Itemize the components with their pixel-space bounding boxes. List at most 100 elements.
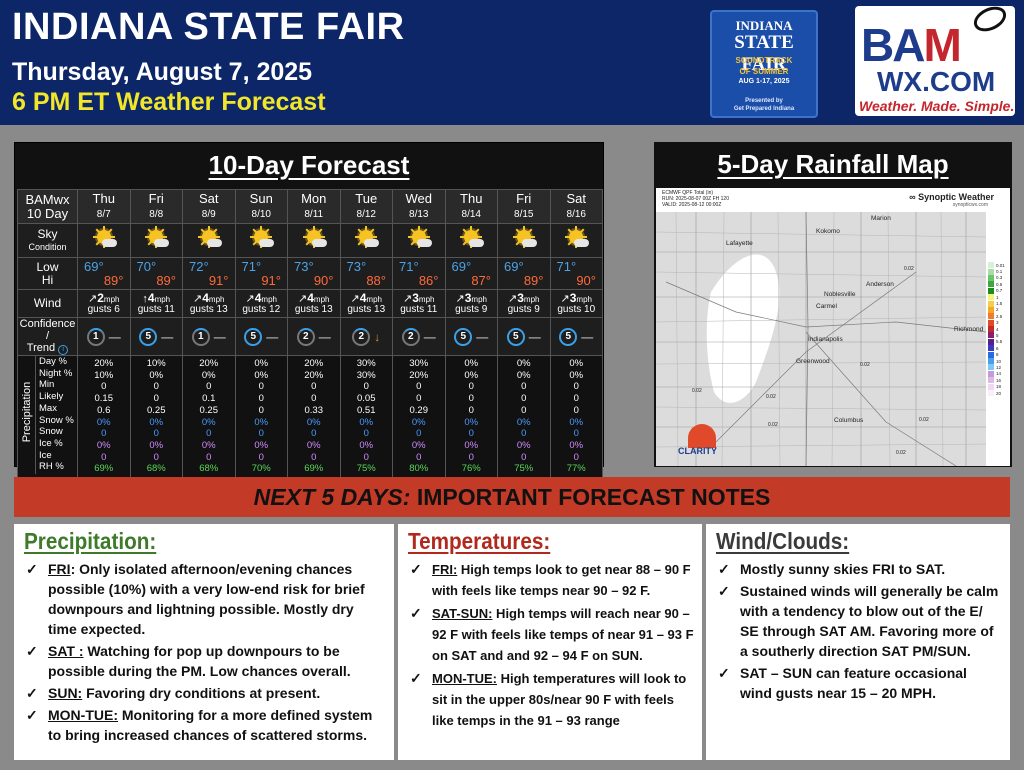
low-temp: 71° (399, 258, 419, 274)
legend-swatch (988, 351, 994, 358)
precip-value: 0% (516, 358, 531, 369)
low-temp: 71° (241, 258, 262, 274)
clarity-logo-text: CLARITY (678, 446, 717, 456)
precip-value: 0 (153, 451, 159, 463)
legend-label: 5.5 (996, 339, 1003, 345)
trend-icon: — (266, 329, 279, 344)
wind-cell: ↑4mph gusts 11 (129, 289, 183, 318)
precip-value: 75% (514, 463, 534, 475)
precip-value: 0% (359, 439, 374, 451)
legend-swatch (988, 370, 994, 377)
precip-value: 0 (468, 451, 474, 463)
day-header: Thu 8/14 (444, 189, 498, 224)
legend-row: 20 (988, 390, 1008, 396)
temp-cell: 71° 86° (392, 257, 446, 290)
wind-speed: 3 (412, 290, 419, 305)
low-temp: 69° (504, 258, 524, 274)
precip-cell: 20% 10% 0 0.15 0.6 0% 0 0% 0 69% (77, 355, 131, 478)
precip-value: 0.05 (357, 393, 376, 405)
legend-swatch (988, 306, 994, 313)
precip-value: 0 (521, 381, 527, 393)
wind-unit: mph (366, 294, 382, 304)
day-date: 8/16 (566, 208, 586, 220)
info-icon[interactable]: i (58, 345, 69, 355)
temperature-notes-list: ✓ FRI: High temps look to get near 88 – 9… (406, 559, 694, 731)
legend-row: 10 (988, 358, 1008, 365)
confidence-cell: 2— (287, 317, 341, 356)
precip-value: 80% (409, 463, 429, 475)
legend-label: 18 (996, 384, 1002, 390)
bamwx-logo: BAM WX.COM Weather. Made. Simple. (855, 1, 1015, 116)
precip-value: 0.29 (409, 404, 429, 416)
wind-gusts: gusts 9 (507, 303, 540, 315)
legend-label: 2.5 (996, 313, 1003, 319)
day-date: 8/11 (304, 208, 324, 220)
precip-value: 0% (306, 439, 321, 451)
precipitation-vertical-label: Precipitation (18, 356, 36, 474)
precip-value: 0 (311, 428, 317, 440)
precip-value: 0 (468, 393, 474, 405)
checkmark-icon: ✓ (718, 665, 730, 681)
fair-logo-text: STATE FAIR (734, 32, 794, 75)
precip-value: 0.33 (304, 404, 324, 416)
precip-value: 0 (468, 381, 474, 393)
ten-day-forecast-panel: 10-Day Forecast BAMwx 10 Day Thu 8/7 Fri 8/… (14, 142, 604, 478)
precip-value: 0% (201, 369, 216, 381)
day-header: Fri 8/15 (497, 189, 551, 224)
precip-value: 0 (468, 404, 474, 416)
trend-icon: — (476, 329, 489, 344)
legend-row: 16 (988, 377, 1008, 384)
precip-value: 0 (101, 381, 107, 393)
checkmark-icon: ✓ (718, 561, 730, 577)
partly-sunny-icon (300, 226, 328, 252)
partly-sunny-icon (457, 226, 485, 252)
precip-value: 68% (146, 463, 166, 475)
wind-speed: 3 (464, 290, 472, 305)
sky-cell (549, 223, 603, 258)
high-temp: 90° (576, 272, 596, 288)
high-temp: 89° (156, 272, 176, 288)
wind-clouds-card-title: Wind/Clouds: (716, 528, 850, 554)
precip-value: 0% (464, 439, 479, 451)
legend-label: 10 (996, 358, 1002, 364)
legend-row: 0.7 (988, 287, 1008, 294)
fair-logo-text: OF SUMMER (739, 67, 789, 76)
note-item: ✓ SAT : Watching for pop up downpours to … (22, 641, 386, 681)
trend-icon: — (318, 329, 331, 344)
precip-cell: 20% 20% 0 0 0.33 0% 0 0% 0 69% (287, 355, 341, 478)
precip-value: 0% (149, 369, 164, 381)
map-header-line: ECMWF QPF Total (in) (662, 190, 714, 196)
day-date: 8/13 (409, 208, 429, 220)
wind-direction-icon: ↗ (455, 292, 465, 305)
precip-value: 10% (146, 358, 166, 369)
sky-cell (129, 223, 183, 258)
precip-value: 0% (96, 416, 111, 428)
confidence-wrap: 2 ↓ (352, 327, 380, 346)
legend-row: 5 (988, 332, 1008, 339)
precip-value: 0 (363, 381, 369, 393)
precip-value: 0% (254, 369, 269, 381)
legend-label: 0.5 (996, 281, 1003, 287)
note-text: Sustained winds will generally be calm w… (740, 583, 999, 659)
precip-value: 0 (468, 428, 474, 440)
precip-value: 0% (464, 358, 479, 369)
legend-label: 0.3 (996, 275, 1003, 281)
precip-value: 30% (409, 358, 429, 369)
precip-value: 0% (569, 369, 584, 381)
legend-swatch (988, 287, 994, 294)
legend-row: 1.5 (988, 300, 1008, 307)
precip-cell: 30% 20% 0 0 0.29 0% 0 0% 0 80% (392, 355, 446, 478)
confidence-label: Confidence / (19, 318, 76, 342)
legend-swatch (988, 300, 994, 307)
legend-swatch (988, 383, 994, 390)
precip-row-name: Likely (39, 391, 64, 403)
day-header: Tue 8/12 (339, 189, 393, 224)
high-temp: 87° (471, 272, 491, 288)
note-item: ✓ SAT – SUN can feature occasional wind g… (714, 663, 1002, 703)
temperature-notes-card: Temperatures: ✓ FRI: High temps look to g… (398, 524, 702, 760)
legend-swatch (988, 332, 994, 339)
legend-label: 1.5 (996, 301, 1003, 307)
note-item: ✓ MON-TUE: High temperatures will look to… (406, 668, 694, 731)
note-text: Watching for pop up downpours to be poss… (48, 643, 351, 679)
map-area: Marion Kokomo Lafayette Anderson Noblesv… (656, 212, 986, 466)
